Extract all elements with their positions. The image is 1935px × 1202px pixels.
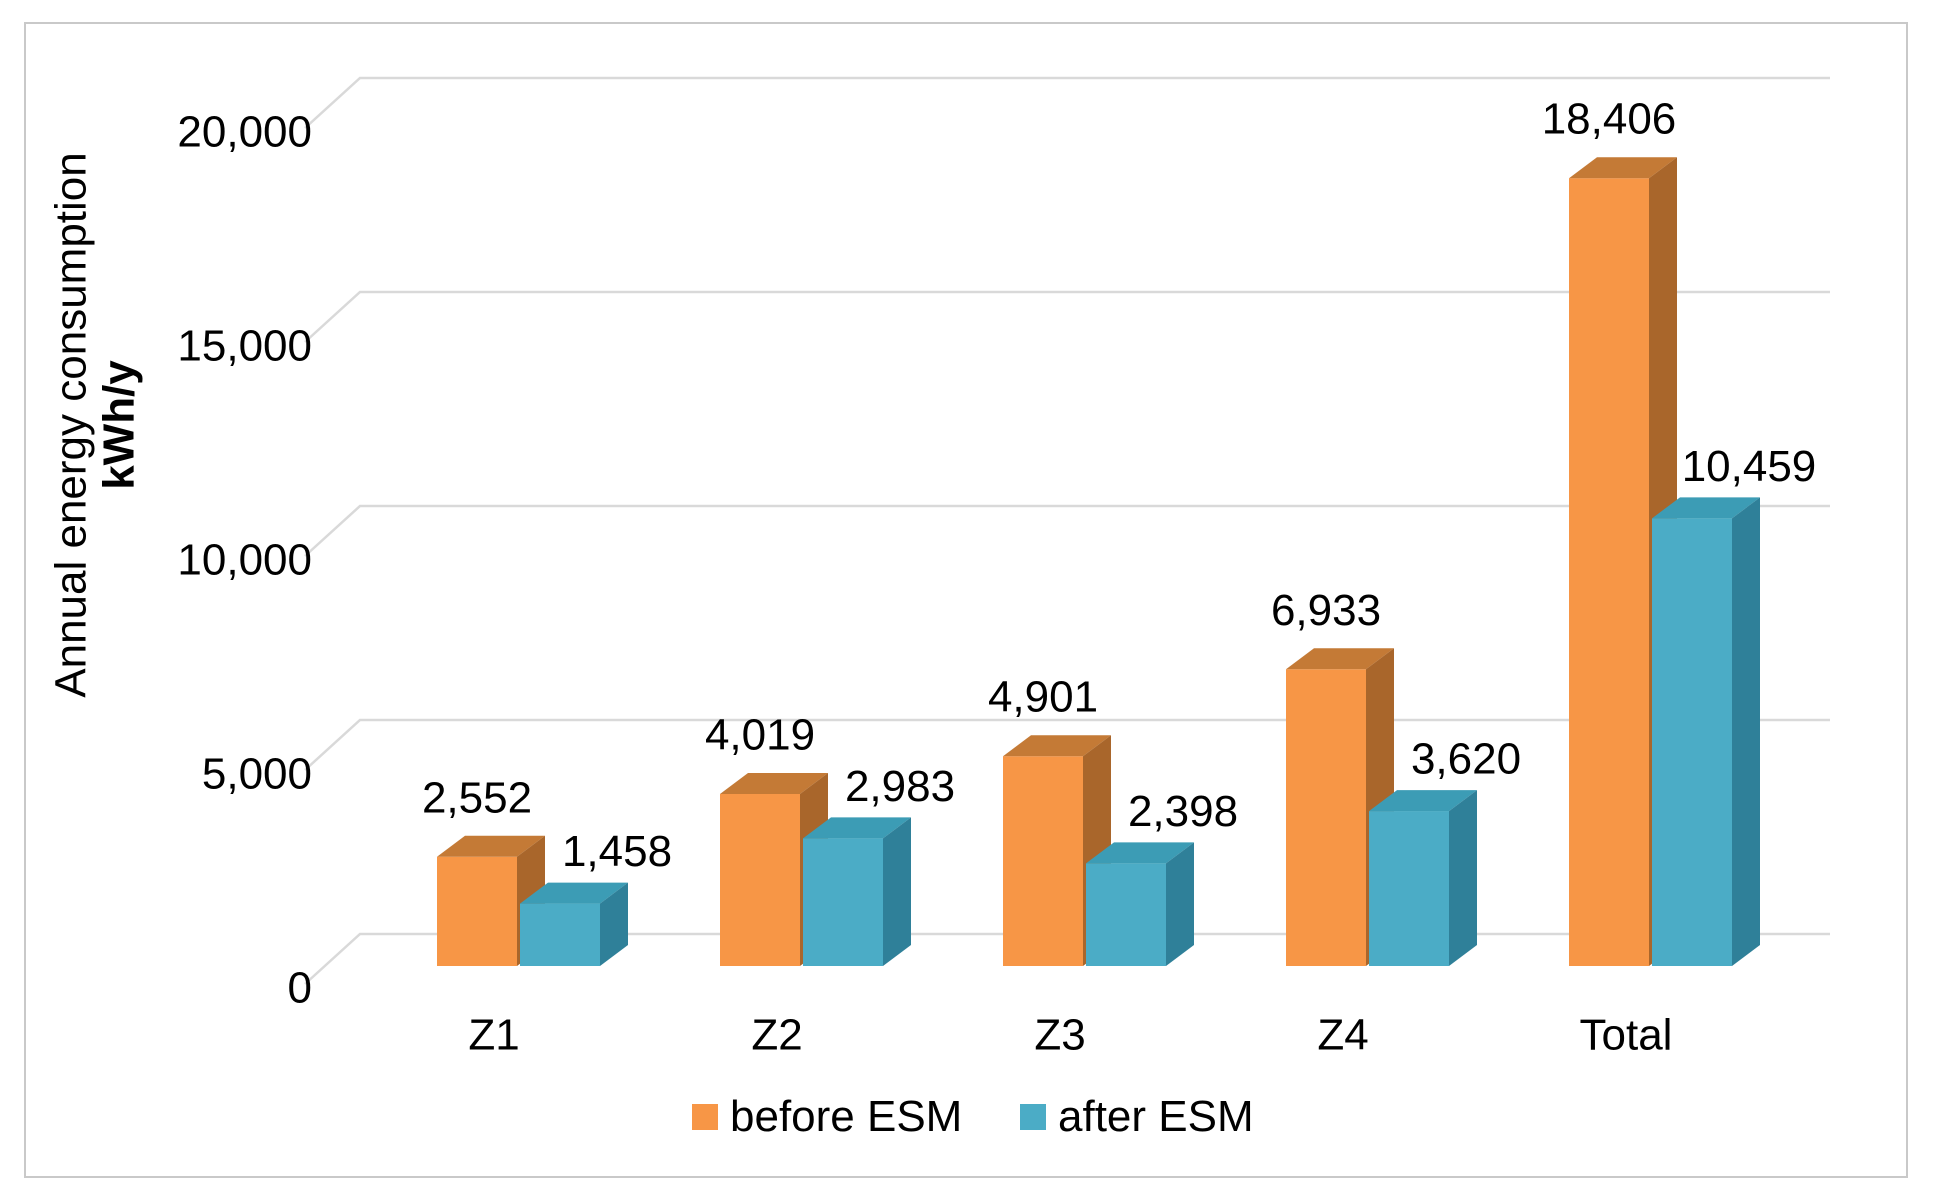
category-label-z4: Z4 (1317, 1011, 1368, 1060)
category-label-z2: Z2 (751, 1011, 802, 1060)
bar-after-esm-z3-top (1086, 842, 1194, 864)
legend-item-before-esm: before ESM (692, 1092, 962, 1142)
bar-after-esm-z3-front (1086, 863, 1166, 966)
bar-after-esm-z2-front (803, 838, 883, 966)
bar-after-esm-z4-top (1369, 790, 1477, 812)
gridline-10000 (304, 504, 1830, 557)
value-label-before-esm-z3: 4,901 (988, 673, 1098, 722)
legend-item-after-esm: after ESM (1020, 1092, 1254, 1142)
y-tick-label-5000: 5,000 (202, 750, 312, 799)
y-tick-label-0: 0 (288, 964, 312, 1013)
value-label-after-esm-z2: 2,983 (845, 762, 955, 811)
bar-after-esm-z2-side (883, 817, 911, 966)
value-label-after-esm-z1: 1,458 (562, 827, 672, 876)
bar-before-esm-z3-front (1003, 756, 1083, 966)
bar-before-esm-z4-top (1286, 648, 1394, 670)
bar-after-esm-z3-side (1166, 842, 1194, 966)
bar-after-esm-total-front (1652, 518, 1732, 966)
legend-swatch-after-esm-icon (1020, 1104, 1046, 1130)
y-axis-title-units: kWh/y (94, 360, 143, 490)
bar-before-esm-z1-front (437, 856, 517, 966)
legend-label-before-esm: before ESM (730, 1092, 963, 1141)
y-axis-title-text: Annual energy consumption (46, 152, 96, 698)
value-label-after-esm-z3: 2,398 (1128, 787, 1238, 836)
value-label-before-esm-z1: 2,552 (422, 773, 532, 822)
value-label-before-esm-total: 18,406 (1542, 95, 1677, 144)
bar-after-esm-z1-side (600, 882, 628, 966)
bar-after-esm-total-top (1652, 497, 1760, 519)
value-label-after-esm-z4: 3,620 (1411, 735, 1521, 784)
bar-after-esm-z4-side (1449, 790, 1477, 966)
value-label-before-esm-z2: 4,019 (705, 710, 815, 759)
category-label-z3: Z3 (1034, 1011, 1085, 1060)
bar-after-esm-z1-front (520, 903, 600, 966)
bar-before-esm-z2-front (720, 793, 800, 966)
bar-before-esm-z1-top (437, 835, 545, 857)
y-axis-title: Annual energy consumption kWh/y (46, 75, 143, 775)
gridline-15000 (304, 290, 1830, 343)
y-tick-label-15000: 15,000 (177, 322, 312, 371)
category-label-total: Total (1580, 1011, 1673, 1060)
bar-before-esm-z2-top (720, 772, 828, 794)
y-tick-label-10000: 10,000 (177, 536, 312, 585)
gridline-20000 (304, 76, 1830, 129)
bar-after-esm-z4-front (1369, 811, 1449, 966)
bar-after-esm-total-side (1732, 497, 1760, 966)
bar-before-esm-total-top (1569, 157, 1677, 179)
category-label-z1: Z1 (468, 1011, 519, 1060)
value-label-after-esm-total: 10,459 (1682, 442, 1817, 491)
bar-after-esm-z1-top (520, 882, 628, 904)
bar-before-esm-z4-front (1286, 669, 1366, 966)
legend-label-after-esm: after ESM (1058, 1092, 1254, 1141)
legend-swatch-before-esm-icon (692, 1104, 718, 1130)
y-tick-label-20000: 20,000 (177, 108, 312, 157)
bar-after-esm-z2-top (803, 817, 911, 839)
bar-before-esm-total-front (1569, 178, 1649, 966)
bar-before-esm-z3-top (1003, 735, 1111, 757)
value-label-before-esm-z4: 6,933 (1271, 586, 1381, 635)
